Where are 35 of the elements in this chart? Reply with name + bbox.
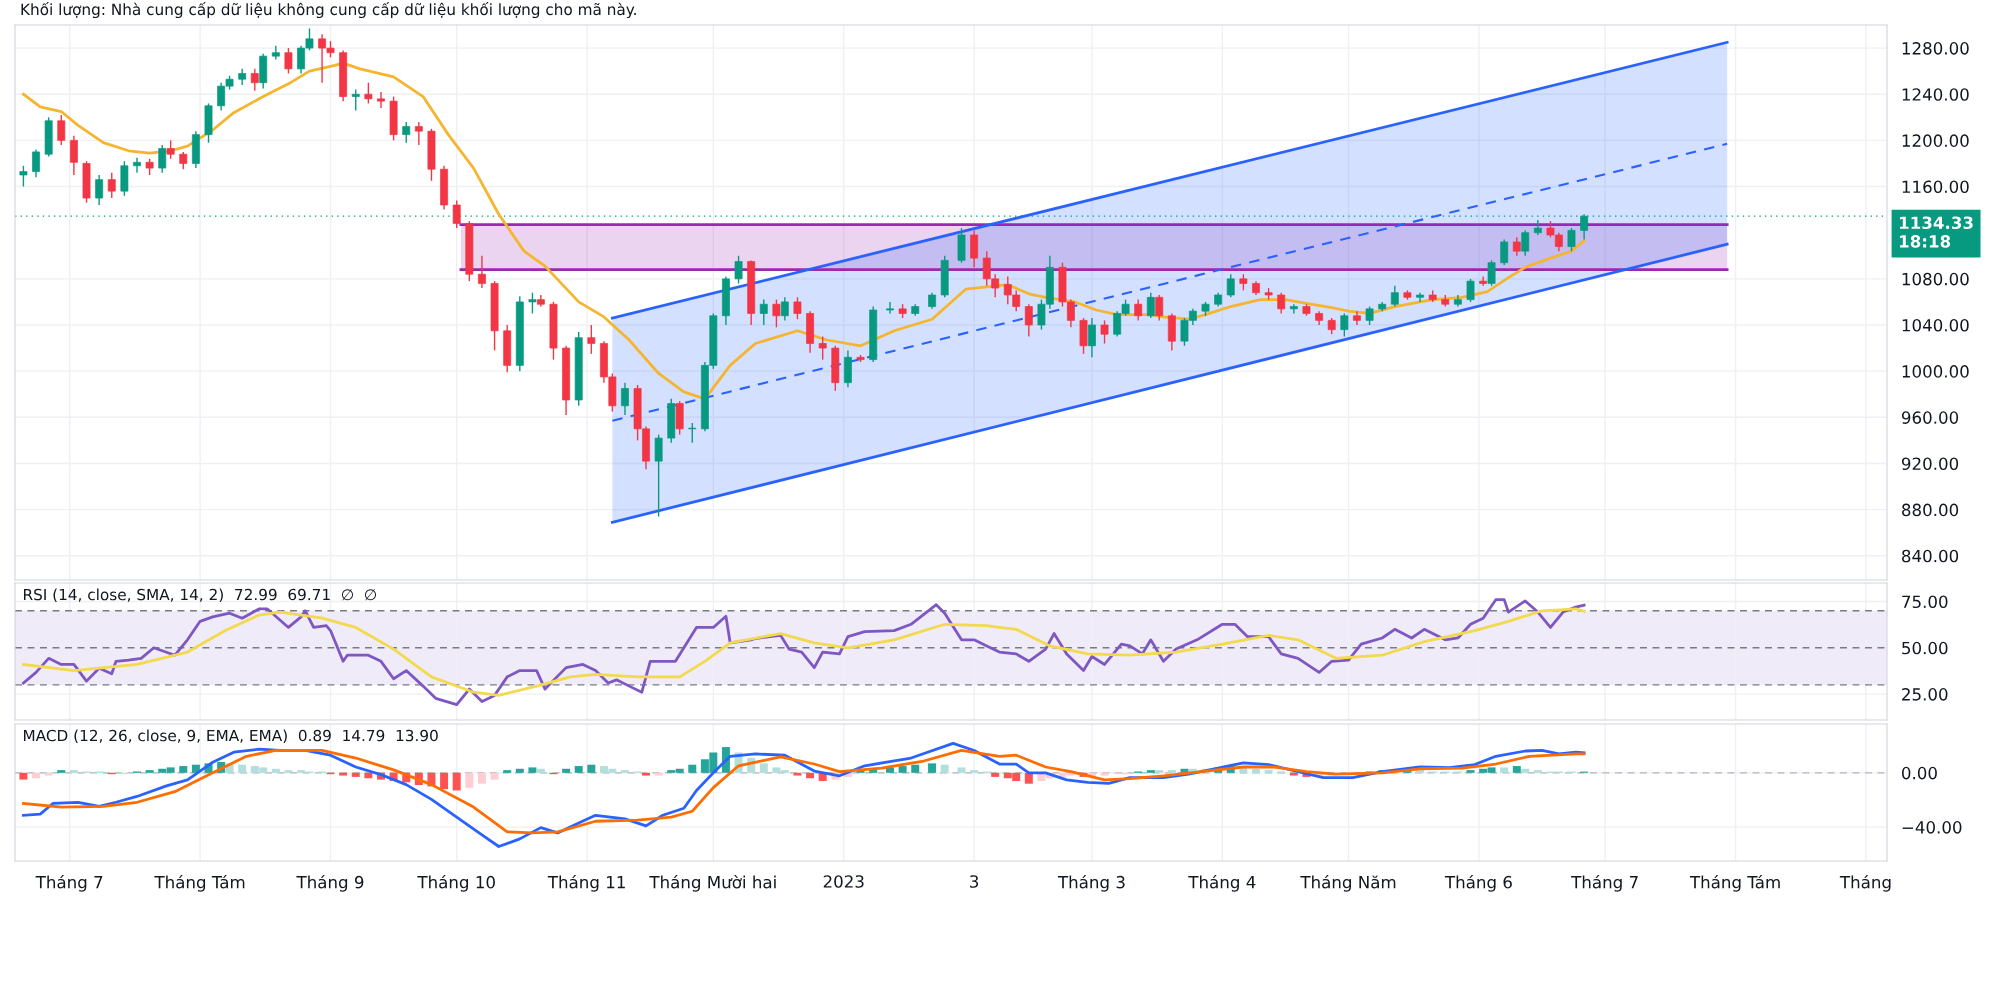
chart-title: RSI (14, close, SMA, 14, 2) 72.99 69.71 ∅ ∅ [23,588,376,603]
x-tick-label: Tháng 3 [1057,874,1125,892]
y-tick-label: 840.00 [1902,549,1959,563]
x-tick-label: 3 [970,875,979,888]
y-tick-label: 880.00 [1902,503,1959,517]
chart-title: MACD (12, 26, close, 9, EMA, EMA) 0.89 14.79 13.90 [23,729,438,744]
x-tick-label: Tháng Mười hai [649,874,776,892]
x-tick-label: Tháng 10 [417,874,495,892]
x-tick-label: Tháng 4 [1188,874,1256,892]
y-tick-label: 960.00 [1901,411,1959,424]
y-tick-label: 1080.00 [1902,272,1969,286]
y-tick-label: 920.00 [1901,457,1959,471]
text: Khối lượng: Nhà cung cấp dữ liệu không cung cấp dữ liệu khối lượng cho mã này. [21,2,636,19]
x-tick-label: Tháng 9 [296,874,364,892]
x-tick-label: Tháng Tám [154,874,245,892]
y-tick-label: 1280.00 [1902,42,1969,55]
y-tick-label: 1000.00 [1902,365,1969,378]
y-tick-label: 50.00 [1902,641,1948,655]
x-tick-label: Tháng 6 [1444,874,1512,892]
y-tick-label: 0.00 [1901,766,1937,780]
x-tick-label: Tháng 11 [547,874,625,892]
x-tick-label: 2023 [823,875,864,888]
y-tick-label: 1040.00 [1902,318,1969,332]
x-tick-label: Tháng Năm [1300,874,1396,892]
y-tick-label: −40.00 [1902,821,1962,834]
ref-line-label: 1134.33 18:18 [1899,216,1973,248]
x-tick-label: Tháng 7 [35,874,103,892]
x-tick-label: Tháng [1839,874,1891,892]
y-tick-label: 1240.00 [1902,88,1969,101]
y-tick-label: 1200.00 [1902,134,1969,147]
y-tick-label: 25.00 [1902,688,1948,701]
y-tick-label: 1160.00 [1902,180,1969,194]
y-tick-label: 75.00 [1902,595,1948,609]
x-tick-label: Tháng 7 [1571,874,1638,892]
x-tick-label: Tháng Tám [1689,874,1780,892]
